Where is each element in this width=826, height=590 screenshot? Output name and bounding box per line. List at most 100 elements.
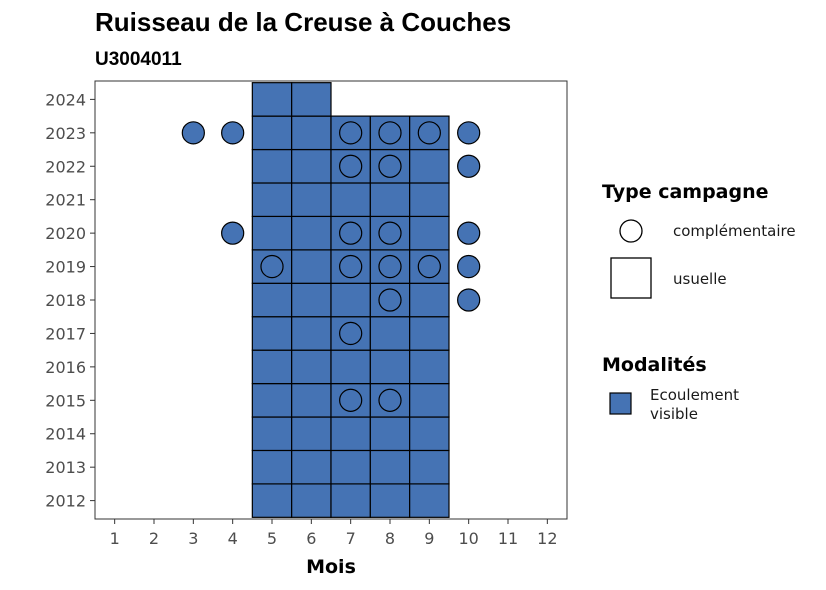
complementaire-point-2023-4: [221, 121, 245, 145]
y-tick-label-2024: 2024: [45, 90, 86, 109]
y-tick-label-2014: 2014: [45, 425, 86, 444]
complementaire-point-2019-7: [339, 254, 363, 279]
complementaire-point-2023-9: [417, 121, 441, 145]
usuelle-cell-2013-6: [291, 449, 332, 485]
usuelle-cell-2018-9: [409, 282, 450, 318]
chart-subtitle: U3004011: [95, 49, 182, 70]
complementaire-point-2017-7: [339, 321, 363, 346]
usuelle-cell-2022-5: [251, 148, 293, 184]
x-tick-label-5: 5: [267, 529, 277, 548]
usuelle-cell-2015-5: [251, 382, 293, 418]
usuelle-cell-2019-6: [291, 249, 332, 284]
complementaire-point-2023-8: [378, 121, 402, 145]
usuelle-cell-2023-5: [251, 115, 293, 151]
usuelle-cell-2013-5: [251, 449, 293, 485]
x-tick-label-10: 10: [458, 529, 478, 548]
legend-modalite-label: Ecoulement visible: [650, 386, 744, 423]
usuelle-cell-2021-7: [330, 182, 371, 218]
usuelle-cell-2013-9: [409, 449, 450, 485]
usuelle-cell-2017-6: [291, 316, 332, 351]
legend-type-campagne: Type campagne complémentaire usuelle: [602, 181, 796, 299]
y-tick-label-2022: 2022: [45, 157, 86, 176]
y-axis: 2012 2013 2014 2015 2016 2017 2018 2019 2020 2021…: [45, 90, 95, 511]
x-tick-label-1: 1: [110, 529, 120, 548]
y-tick-label-2021: 2021: [45, 191, 86, 210]
legend-square-key: [610, 257, 652, 299]
legend-type-title: Type campagne: [602, 181, 769, 203]
complementaire-point-2020-8: [378, 221, 402, 245]
x-tick-label-7: 7: [346, 529, 356, 548]
x-tick-label-2: 2: [149, 529, 159, 548]
usuelle-cell-2012-7: [330, 483, 371, 518]
usuelle-cell-2016-5: [251, 349, 293, 385]
complementaire-point-2022-8: [378, 154, 402, 178]
complementaire-point-2020-4: [221, 221, 245, 245]
complementaire-point-2020-10: [457, 221, 481, 245]
usuelle-cell-2017-8: [369, 316, 411, 351]
usuelle-cell-2022-9: [409, 148, 450, 184]
usuelle-cell-2023-6: [291, 115, 332, 151]
usuelle-cell-2021-6: [291, 182, 332, 218]
complementaire-point-2019-9: [417, 254, 441, 279]
complementaire-point-2015-7: [339, 388, 363, 412]
usuelle-cell-2018-6: [291, 282, 332, 318]
y-tick-label-2018: 2018: [45, 291, 86, 310]
usuelle-cell-2016-9: [409, 349, 450, 385]
usuelle-cell-2013-8: [369, 449, 411, 485]
y-tick-label-2020: 2020: [45, 224, 86, 243]
y-tick-label-2023: 2023: [45, 124, 86, 143]
x-tick-label-8: 8: [385, 529, 395, 548]
y-tick-label-2015: 2015: [45, 391, 86, 410]
usuelle-cell-2013-7: [330, 449, 371, 485]
x-tick-label-6: 6: [306, 529, 316, 548]
y-tick-label-2012: 2012: [45, 492, 86, 511]
complementaire-point-2018-10: [457, 288, 481, 312]
complementaire-circles: [181, 121, 481, 412]
usuelle-cell-2012-6: [291, 483, 332, 518]
legend-modalites: Modalités Ecoulement visible: [602, 354, 744, 423]
complementaire-point-2023-7: [339, 121, 363, 145]
usuelle-cell-2016-8: [369, 349, 411, 385]
usuelle-cell-2020-9: [409, 215, 450, 251]
x-tick-label-11: 11: [498, 529, 518, 548]
usuelle-cell-2020-5: [251, 215, 293, 251]
usuelle-cell-2024-5: [251, 82, 293, 117]
usuelle-cell-2014-7: [330, 416, 371, 452]
usuelle-cell-2018-7: [330, 282, 371, 318]
complementaire-point-2023-10: [457, 121, 481, 145]
usuelle-cell-2012-5: [251, 483, 293, 518]
usuelle-cell-2016-6: [291, 349, 332, 385]
legend-modalite-line-2: visible: [650, 405, 698, 423]
usuelle-cell-2018-5: [251, 282, 293, 318]
legend-complementaire-label: complémentaire: [673, 222, 796, 240]
legend-modalites-title: Modalités: [602, 354, 707, 376]
y-tick-label-2016: 2016: [45, 358, 86, 377]
usuelle-cell-2014-9: [409, 416, 450, 452]
complementaire-point-2022-7: [339, 154, 363, 178]
complementaire-point-2019-10: [457, 254, 481, 279]
x-tick-label-3: 3: [188, 529, 198, 548]
y-tick-label-2019: 2019: [45, 258, 86, 277]
x-tick-label-4: 4: [228, 529, 238, 548]
legend-modalite-line-1: Ecoulement: [650, 386, 739, 404]
y-tick-label-2017: 2017: [45, 324, 86, 343]
usuelle-cell-2014-6: [291, 416, 332, 452]
chart-title: Ruisseau de la Creuse à Couches: [95, 7, 511, 37]
usuelle-cell-2021-5: [251, 182, 293, 218]
usuelle-cell-2017-9: [409, 316, 450, 351]
x-axis: 1 2 3 4 5 6 7 8 9 10 11 12: [110, 519, 558, 548]
legend-fill-key: [609, 392, 632, 415]
x-tick-label-9: 9: [424, 529, 434, 548]
usuelle-cell-2020-6: [291, 215, 332, 251]
complementaire-point-2019-8: [378, 254, 402, 279]
legend-circle-key: [619, 219, 643, 243]
complementaire-point-2015-8: [378, 388, 402, 412]
usuelle-cell-2014-5: [251, 416, 293, 452]
complementaire-point-2020-7: [339, 221, 363, 245]
usuelle-cell-2021-9: [409, 182, 450, 218]
y-tick-label-2013: 2013: [45, 458, 86, 477]
complementaire-point-2018-8: [378, 288, 402, 312]
usuelle-cell-2014-8: [369, 416, 411, 452]
x-axis-title: Mois: [306, 556, 356, 578]
